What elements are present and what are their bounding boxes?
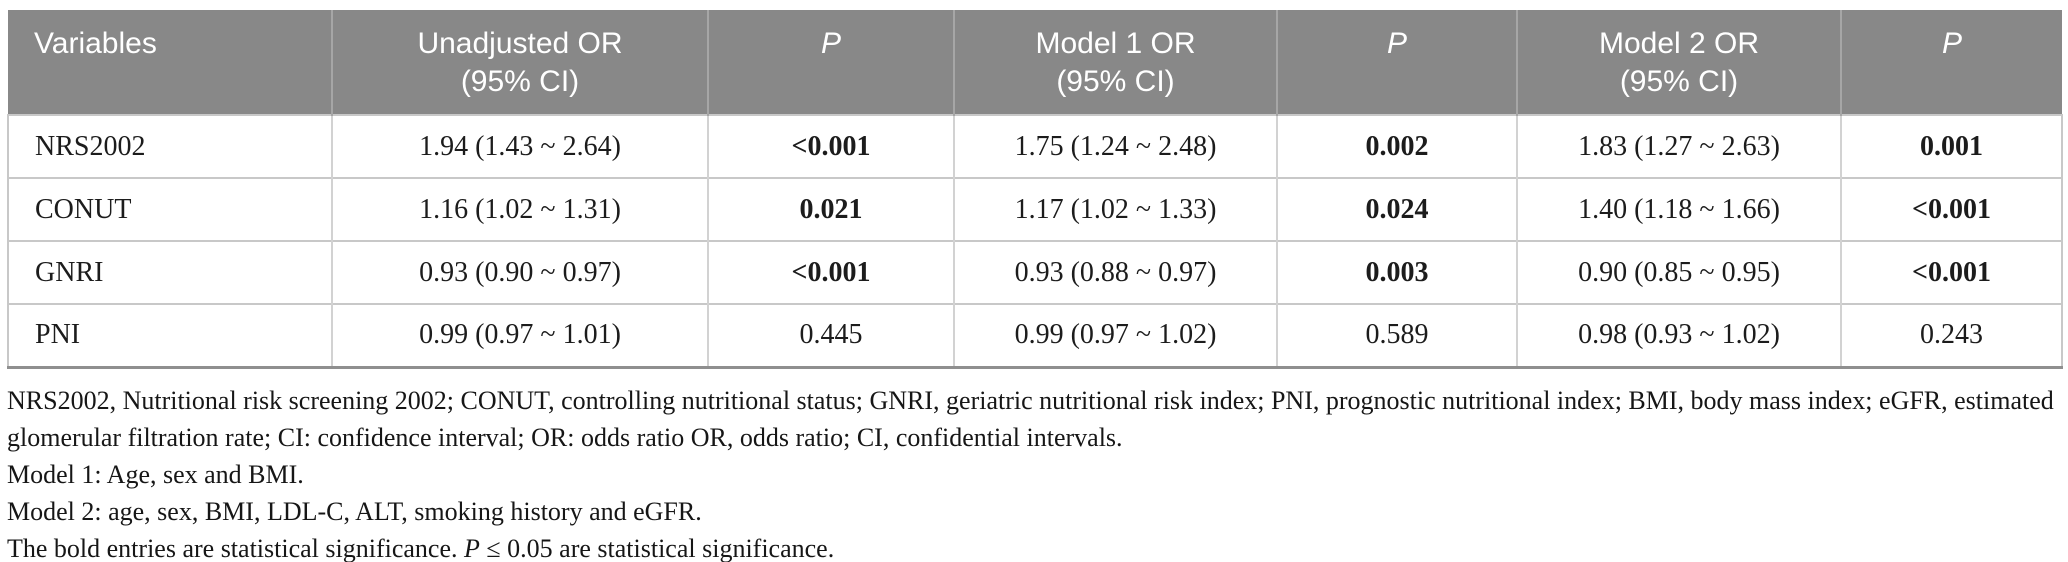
p-model2-cell: 0.001 xyxy=(1840,114,2063,178)
p-model2-cell: <0.001 xyxy=(1840,177,2063,241)
variable-cell: PNI xyxy=(7,303,332,367)
variable-cell: GNRI xyxy=(7,240,332,304)
footnote-significance-pre: The bold entries are statistical signifi… xyxy=(7,533,464,562)
header-model2-or: Model 2 OR (95% CI) xyxy=(1516,10,1841,115)
header-model1-or-line1: Model 1 OR xyxy=(1035,27,1196,60)
p-unadjusted-cell: 0.021 xyxy=(707,177,954,241)
header-variables: Variables xyxy=(8,10,332,115)
variable-cell: NRS2002 xyxy=(7,114,332,178)
header-unadjusted-or-line1: Unadjusted OR xyxy=(417,27,623,60)
model2-or-cell: 0.98 (0.93 ~ 1.02) xyxy=(1516,303,1841,367)
model2-or-cell: 1.40 (1.18 ~ 1.66) xyxy=(1516,177,1841,241)
unadjusted-or-cell: 1.94 (1.43 ~ 2.64) xyxy=(331,114,708,178)
footnote-significance-post: ≤ 0.05 are statistical significance. xyxy=(479,533,835,562)
table-footnotes: NRS2002, Nutritional risk screening 2002… xyxy=(7,382,2061,562)
p-unadjusted-cell: <0.001 xyxy=(707,114,954,178)
header-unadjusted-or-line2: (95% CI) xyxy=(460,65,580,98)
model1-or-cell: 0.99 (0.97 ~ 1.02) xyxy=(953,303,1277,367)
model2-or-cell: 0.90 (0.85 ~ 0.95) xyxy=(1516,240,1841,304)
p-unadjusted-cell: 0.445 xyxy=(707,303,954,367)
header-model1-or-line2: (95% CI) xyxy=(1056,65,1175,98)
table-body: NRS2002 1.94 (1.43 ~ 2.64) <0.001 1.75 (… xyxy=(7,114,2063,367)
model2-or-cell: 1.83 (1.27 ~ 2.63) xyxy=(1516,114,1841,178)
p-model2-cell: 0.243 xyxy=(1840,303,2063,367)
p-model2-cell: <0.001 xyxy=(1840,240,2063,304)
header-model1-or: Model 1 OR (95% CI) xyxy=(953,10,1277,115)
p-model1-cell: 0.024 xyxy=(1276,177,1517,241)
unadjusted-or-cell: 0.93 (0.90 ~ 0.97) xyxy=(331,240,708,304)
footnote-significance-p-symbol: P xyxy=(464,533,480,562)
header-p-unadjusted: P xyxy=(707,10,954,115)
regression-results-table: Variables Unadjusted OR (95% CI) P Model… xyxy=(7,10,2063,369)
model1-or-cell: 1.17 (1.02 ~ 1.33) xyxy=(953,177,1277,241)
table-row-nrs2002: NRS2002 1.94 (1.43 ~ 2.64) <0.001 1.75 (… xyxy=(7,114,2063,178)
header-variables-label: Variables xyxy=(34,27,157,60)
footnote-model2: Model 2: age, sex, BMI, LDL-C, ALT, smok… xyxy=(7,496,702,526)
p-model1-cell: 0.002 xyxy=(1276,114,1517,178)
header-row: Variables Unadjusted OR (95% CI) P Model… xyxy=(8,10,2062,115)
footnote-abbreviations: NRS2002, Nutritional risk screening 2002… xyxy=(7,385,2054,452)
unadjusted-or-cell: 0.99 (0.97 ~ 1.01) xyxy=(331,303,708,367)
header-p-model1: P xyxy=(1276,10,1517,115)
table-row-pni: PNI 0.99 (0.97 ~ 1.01) 0.445 0.99 (0.97 … xyxy=(7,303,2063,367)
header-unadjusted-or: Unadjusted OR (95% CI) xyxy=(331,10,708,115)
table-row-conut: CONUT 1.16 (1.02 ~ 1.31) 0.021 1.17 (1.0… xyxy=(7,177,2063,241)
unadjusted-or-cell: 1.16 (1.02 ~ 1.31) xyxy=(331,177,708,241)
model1-or-cell: 0.93 (0.88 ~ 0.97) xyxy=(953,240,1277,304)
table-row-gnri: GNRI 0.93 (0.90 ~ 0.97) <0.001 0.93 (0.8… xyxy=(7,240,2063,304)
model1-or-cell: 1.75 (1.24 ~ 2.48) xyxy=(953,114,1277,178)
variable-cell: CONUT xyxy=(7,177,332,241)
footnote-significance: The bold entries are statistical signifi… xyxy=(7,530,2061,562)
header-p-model2: P xyxy=(1840,10,2062,115)
table-header: Variables Unadjusted OR (95% CI) P Model… xyxy=(8,10,2062,115)
footnote-model1: Model 1: Age, sex and BMI. xyxy=(7,459,304,489)
p-unadjusted-cell: <0.001 xyxy=(707,240,954,304)
header-model2-or-line2: (95% CI) xyxy=(1619,65,1739,98)
p-model1-cell: 0.589 xyxy=(1276,303,1517,367)
header-model2-or-line1: Model 2 OR xyxy=(1598,27,1760,60)
p-model1-cell: 0.003 xyxy=(1276,240,1517,304)
